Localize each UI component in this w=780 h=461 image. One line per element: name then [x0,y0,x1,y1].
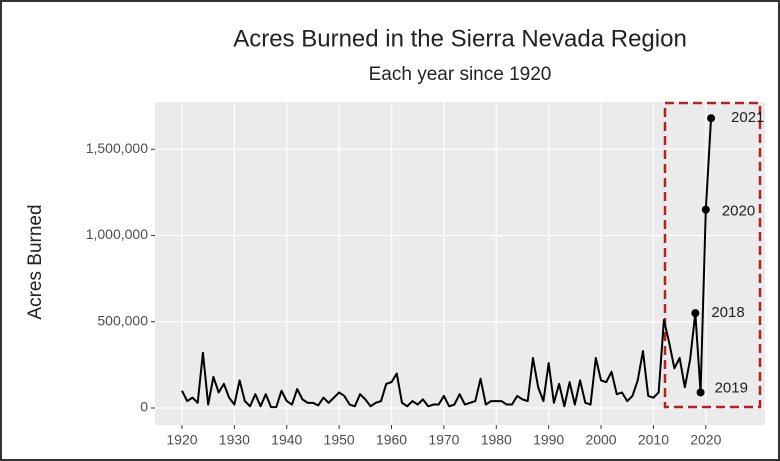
x-tick-label: 1970 [428,432,459,448]
x-tick-label: 1960 [376,432,407,448]
x-tick-label: 1980 [481,432,512,448]
point-label: 2018 [711,304,744,321]
point-label: 2019 [715,379,748,396]
x-tick-label: 2020 [690,432,721,448]
x-tick-label: 2010 [638,432,669,448]
point [696,388,705,397]
y-axis-title: Acres Burned [25,204,46,319]
x-tick-label: 1940 [271,432,302,448]
x-tick-label: 1990 [533,432,564,448]
point [701,205,710,214]
line-series [181,118,713,409]
y-tick-label: 0 [140,399,148,415]
point [707,114,716,123]
chart-title: Acres Burned in the Sierra Nevada Region [233,25,687,52]
x-tick-label: 1950 [324,432,355,448]
highlight-box [663,101,762,409]
x-tick-label: 2000 [585,432,616,448]
chart-subtitle: Each year since 1920 [369,64,552,85]
y-tick-label: 500,000 [97,312,148,328]
point-label: 2020 [722,203,755,220]
plot-panel [155,102,765,425]
y-tick-label: 1,500,000 [86,140,148,156]
point-label: 2021 [731,109,764,126]
point [691,309,700,318]
x-tick-label: 1930 [219,432,250,448]
x-tick-label: 1920 [166,432,197,448]
y-tick-label: 1,000,000 [86,226,148,242]
